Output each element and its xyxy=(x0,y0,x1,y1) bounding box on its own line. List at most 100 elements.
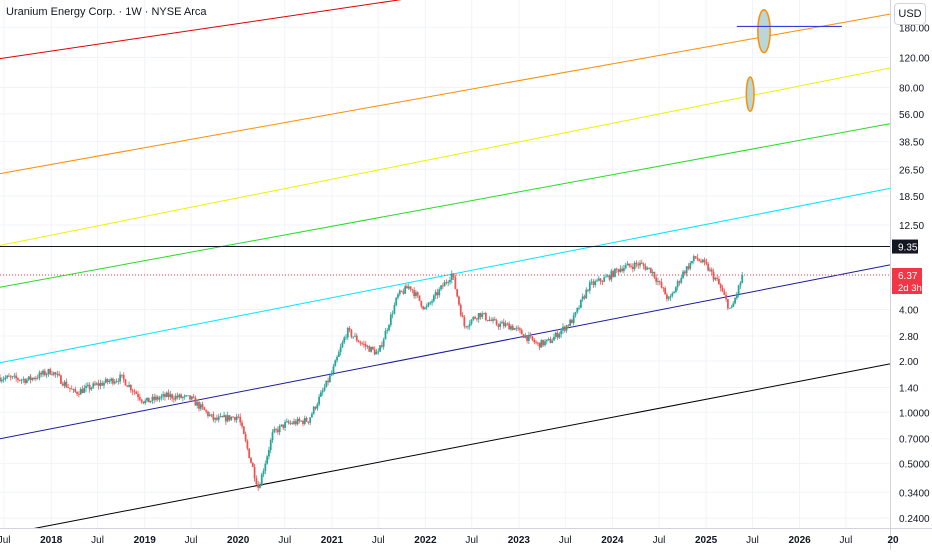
candle-body xyxy=(101,382,104,386)
candle-body xyxy=(418,295,421,301)
candle-body xyxy=(341,342,344,348)
candle-body xyxy=(510,325,512,330)
candle-body xyxy=(547,338,550,340)
candle-body xyxy=(0,377,1,382)
candle-body xyxy=(718,278,720,285)
candle-body xyxy=(377,351,380,353)
candle-body xyxy=(662,287,665,289)
candle-body xyxy=(565,325,568,331)
candle-body xyxy=(569,319,572,326)
candle-body xyxy=(42,370,44,375)
candle-body xyxy=(456,289,459,297)
candle-body xyxy=(81,389,84,393)
candle-body xyxy=(29,376,32,380)
candle-body xyxy=(535,342,537,344)
candle-body xyxy=(104,378,107,383)
candle-body xyxy=(402,291,405,294)
candle-body xyxy=(199,404,202,409)
candle-body xyxy=(375,351,378,355)
candle-body xyxy=(642,263,645,266)
candle-body xyxy=(56,373,59,375)
x-tick-label: 2021 xyxy=(321,535,344,546)
x-tick-label: 2024 xyxy=(601,535,624,546)
candle-body xyxy=(74,389,77,392)
candle-body xyxy=(153,396,156,400)
candle-body xyxy=(128,384,130,387)
candle-body xyxy=(468,323,471,327)
candle-body xyxy=(242,426,245,434)
candle-body xyxy=(393,305,396,314)
candle-body xyxy=(296,418,299,425)
candle-body xyxy=(386,330,389,331)
x-tick-label: 2019 xyxy=(134,535,157,546)
candle-body xyxy=(228,415,231,420)
candle-body xyxy=(682,271,684,278)
candle-body xyxy=(330,373,333,376)
candle-body xyxy=(169,394,172,398)
candle-body xyxy=(135,391,138,394)
candle-body xyxy=(198,402,200,409)
last-price-label: 6.37 xyxy=(898,271,918,282)
candle-body xyxy=(653,271,656,278)
candle-body xyxy=(260,474,263,486)
candle-body xyxy=(725,294,727,300)
candle-body xyxy=(562,326,564,331)
x-tick-label: Jul xyxy=(372,535,385,546)
candle-body xyxy=(8,375,10,377)
candle-body xyxy=(149,400,152,403)
candle-body xyxy=(441,285,444,287)
candle-body xyxy=(622,268,625,272)
candle-body xyxy=(364,344,367,347)
candle-body xyxy=(309,417,312,423)
candle-body xyxy=(348,328,351,330)
x-tick-label: Jul xyxy=(840,535,853,546)
candle-body xyxy=(183,395,186,398)
candle-body xyxy=(237,416,240,418)
candle-body xyxy=(479,312,482,317)
candle-body xyxy=(171,394,174,399)
candle-body xyxy=(69,387,71,389)
trend-line xyxy=(0,13,890,175)
candle-body xyxy=(355,335,358,341)
candle-body xyxy=(459,304,462,316)
candle-body xyxy=(323,387,326,391)
currency-button[interactable]: USD xyxy=(894,3,926,25)
candle-body xyxy=(511,325,514,330)
symbol-title[interactable]: Uranium Energy Corp. · 1W · NYSE Arca xyxy=(6,6,207,18)
candle-body xyxy=(450,273,453,280)
candle-body xyxy=(40,372,43,375)
candle-body xyxy=(669,295,672,298)
candle-body xyxy=(554,332,557,337)
candle-body xyxy=(366,346,369,348)
candle-body xyxy=(398,290,401,295)
candle-body xyxy=(151,396,154,401)
candle-body xyxy=(334,360,337,367)
candle-body xyxy=(88,384,91,390)
candle-body xyxy=(208,414,211,416)
candle-body xyxy=(276,429,279,433)
candle-body xyxy=(339,347,342,353)
candles-group xyxy=(0,253,744,491)
candle-body xyxy=(493,319,496,321)
candle-body xyxy=(115,380,118,382)
candle-body xyxy=(676,281,679,288)
candle-body xyxy=(705,261,708,264)
candle-body xyxy=(685,266,688,274)
candle-body xyxy=(122,374,125,380)
candle-body xyxy=(27,376,30,380)
candle-body xyxy=(126,385,129,387)
candle-body xyxy=(463,317,466,327)
candle-body xyxy=(167,392,170,398)
candle-body xyxy=(343,337,346,343)
y-tick-label: 4.00 xyxy=(899,306,919,317)
candle-body xyxy=(529,334,532,337)
candle-body xyxy=(716,277,719,279)
candle-body xyxy=(585,289,588,299)
candle-body xyxy=(194,397,197,406)
x-tick-label: 2025 xyxy=(695,535,718,546)
candle-body xyxy=(221,416,224,418)
y-tick-label: 180.00 xyxy=(899,23,930,34)
candle-body xyxy=(700,261,702,263)
